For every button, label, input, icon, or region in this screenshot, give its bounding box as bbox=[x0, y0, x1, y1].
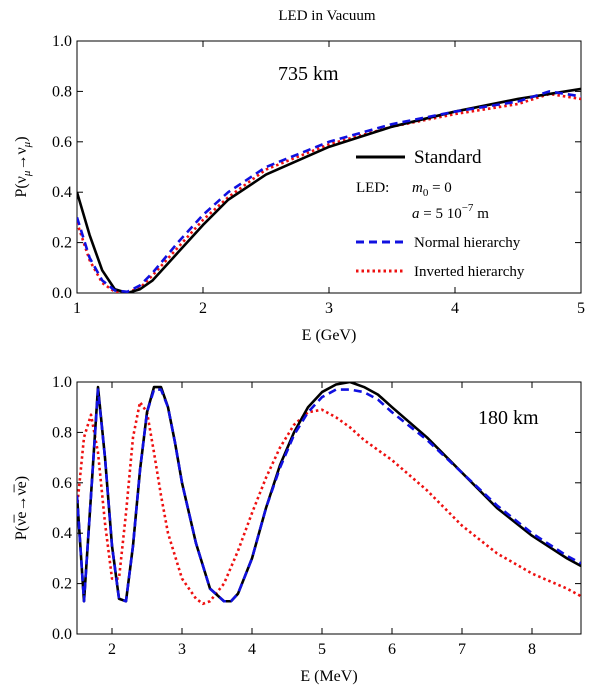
top-panel: 1 2 3 4 5 0.0 0.2 0.4 0.6 0.8 1.0 735 km E (GeV) P… bbox=[13, 33, 585, 344]
bottom-y-tick-label: 0.8 bbox=[52, 424, 72, 441]
bottom-x-tick-label: 7 bbox=[458, 641, 466, 658]
top-ylabel-sub2: μ bbox=[21, 141, 33, 148]
top-ylabel-mid: →ν bbox=[13, 147, 30, 170]
bottom-x-tick-label: 6 bbox=[388, 641, 396, 658]
bottom-y-tick-label: 0.0 bbox=[52, 626, 72, 643]
bottom-x-axis-label: E (MeV) bbox=[300, 668, 357, 685]
legend-label-inverted: Inverted hierarchy bbox=[414, 264, 525, 280]
top-x-tick-label: 4 bbox=[451, 300, 459, 317]
top-ylabel-sub1: μ bbox=[21, 170, 33, 177]
top-x-tick-label: 1 bbox=[73, 300, 81, 317]
bottom-x-tick-label: 5 bbox=[318, 641, 326, 658]
legend-a: a = 5 10−7 m bbox=[412, 202, 489, 222]
figure-title: LED in Vacuum bbox=[278, 8, 376, 24]
bottom-x-tick-label: 4 bbox=[248, 641, 256, 658]
legend-m0: m0 = 0 bbox=[412, 180, 452, 199]
top-ylabel-end: ) bbox=[13, 136, 30, 141]
legend-m0-symbol: m bbox=[412, 180, 423, 196]
bottom-y-tick-label: 1.0 bbox=[52, 374, 72, 391]
top-y-tick-label: 0.6 bbox=[52, 134, 72, 151]
bottom-x-tick-label: 3 bbox=[178, 641, 186, 658]
top-y-tick-label: 1.0 bbox=[52, 33, 72, 50]
legend-led-prefix: LED: bbox=[356, 180, 389, 196]
top-legend: Standard LED: m0 = 0 a = 5 10−7 m Normal… bbox=[356, 147, 525, 280]
top-x-tick-label: 5 bbox=[577, 300, 585, 317]
bottom-series-lines bbox=[77, 382, 581, 606]
top-y-tick-label: 0.2 bbox=[52, 235, 72, 252]
legend-a-value: = 5 10 bbox=[420, 206, 462, 222]
bottom-series-normal-hierarchy bbox=[77, 388, 581, 603]
top-series-normal-hierarchy bbox=[77, 90, 581, 293]
bottom-y-tick-label: 0.4 bbox=[52, 525, 72, 542]
top-series-standard bbox=[77, 87, 581, 293]
bottom-x-tick-label: 2 bbox=[108, 641, 116, 658]
top-x-tick-label: 2 bbox=[199, 300, 207, 317]
legend-label-standard: Standard bbox=[414, 147, 482, 168]
top-axis-ticks: 1 2 3 4 5 0.0 0.2 0.4 0.6 0.8 1.0 bbox=[52, 33, 585, 317]
top-x-axis-label: E (GeV) bbox=[302, 327, 357, 344]
top-y-tick-label: 0.4 bbox=[52, 184, 72, 201]
legend-label-normal: Normal hierarchy bbox=[414, 235, 521, 251]
top-y-axis-label: P(νμ→νμ) bbox=[13, 136, 33, 197]
legend-m0-sub: 0 bbox=[423, 187, 429, 199]
bottom-series-standard bbox=[77, 382, 581, 603]
bottom-y-axis-label: P(ν̅e→ν̅e) bbox=[13, 476, 30, 540]
bottom-axis-ticks: 2 3 4 5 6 7 8 0.0 0.2 0.4 0.6 0.8 1.0 bbox=[52, 374, 581, 658]
bottom-annotation: 180 km bbox=[478, 407, 539, 429]
top-series-lines bbox=[77, 87, 581, 293]
top-annotation: 735 km bbox=[278, 63, 339, 85]
top-x-tick-label: 3 bbox=[325, 300, 333, 317]
top-y-tick-label: 0.0 bbox=[52, 285, 72, 302]
top-y-tick-label: 0.8 bbox=[52, 83, 72, 100]
legend-a-exp: −7 bbox=[462, 202, 474, 214]
top-ylabel-main: P(ν bbox=[13, 176, 30, 197]
bottom-series-inverted-hierarchy bbox=[77, 400, 581, 606]
bottom-x-tick-label: 8 bbox=[528, 641, 536, 658]
bottom-panel: 2 3 4 5 6 7 8 0.0 0.2 0.4 0.6 0.8 1.0 180 km E (MeV)… bbox=[13, 374, 582, 685]
bottom-y-tick-label: 0.2 bbox=[52, 576, 72, 593]
top-series-inverted-hierarchy bbox=[77, 92, 581, 293]
legend-a-symbol: a bbox=[412, 206, 420, 222]
bottom-y-tick-label: 0.6 bbox=[52, 475, 72, 492]
legend-a-unit: m bbox=[473, 206, 489, 222]
legend-m0-value: = 0 bbox=[428, 180, 451, 196]
